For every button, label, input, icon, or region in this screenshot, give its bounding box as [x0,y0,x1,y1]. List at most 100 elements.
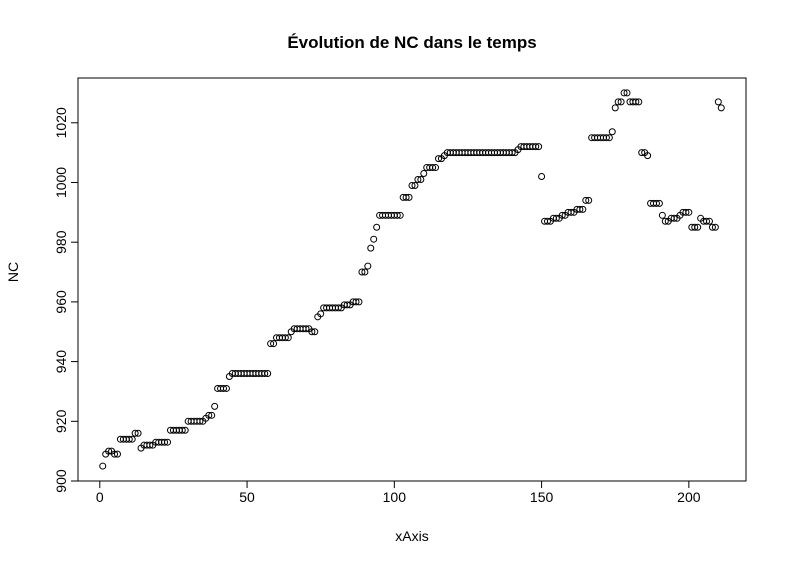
point [632,98,640,106]
point [420,170,428,178]
point [417,175,425,183]
x-axis-label: xAxis [395,528,428,544]
point [694,223,702,231]
point [181,426,189,434]
point [705,217,713,225]
y-tick-label: 980 [53,230,69,254]
point [635,98,643,106]
point [364,262,372,270]
point [655,199,663,207]
point [134,429,142,437]
point [435,155,443,163]
plot-box [77,77,747,482]
point [658,211,666,219]
point [682,208,690,216]
point [402,193,410,201]
y-tick-label: 920 [53,409,69,433]
point [343,301,351,309]
point [302,325,310,333]
point [161,438,169,446]
y-tick-label: 1000 [53,167,69,198]
point [717,104,725,112]
point [614,98,622,106]
point [355,298,363,306]
point [281,334,289,342]
x-tick-label: 150 [530,489,554,505]
point [638,149,646,157]
point [211,402,219,410]
point [264,370,272,378]
x-tick-label: 200 [677,489,701,505]
x-tick-label: 50 [239,489,255,505]
point [611,104,619,112]
point [670,214,678,222]
point [308,328,316,336]
point [708,223,716,231]
point [222,384,230,392]
point [208,411,216,419]
point [608,128,616,136]
point [178,426,186,434]
point [623,89,631,97]
point [579,205,587,213]
x-tick-label: 100 [383,489,407,505]
point [396,211,404,219]
point [602,134,610,142]
point [538,173,546,181]
point [617,98,625,106]
point [532,143,540,151]
point [711,223,719,231]
point [393,211,401,219]
point [558,211,566,219]
point [111,450,119,458]
point [605,134,613,142]
point [567,208,575,216]
point [535,143,543,151]
y-tick-label: 960 [53,290,69,314]
y-tick-label: 1020 [53,107,69,138]
point [714,98,722,106]
point [146,441,154,449]
point [543,217,551,225]
point [128,435,136,443]
point [652,199,660,207]
point [113,450,121,458]
point [408,181,416,189]
point [432,164,440,172]
point [429,164,437,172]
point [261,370,269,378]
y-tick-label: 940 [53,350,69,374]
point [311,328,319,336]
point [131,429,139,437]
point [367,244,375,252]
point [685,208,693,216]
point [334,304,342,312]
point [270,340,278,348]
point [620,89,628,97]
point [164,438,172,446]
point [691,223,699,231]
point [576,205,584,213]
point [373,223,381,231]
point [284,334,292,342]
y-tick-label: 900 [53,469,69,493]
point [508,149,516,157]
point [196,417,204,425]
point [105,447,113,455]
point [317,310,325,318]
point [370,235,378,243]
point [125,435,133,443]
x-tick-label: 0 [96,489,104,505]
point [703,217,711,225]
point [585,196,593,204]
point [411,181,419,189]
point [99,462,107,470]
point [414,175,422,183]
point [361,268,369,276]
point [352,298,360,306]
point [205,411,213,419]
y-axis-label: NC [5,262,21,282]
point [644,152,652,160]
point [267,340,275,348]
